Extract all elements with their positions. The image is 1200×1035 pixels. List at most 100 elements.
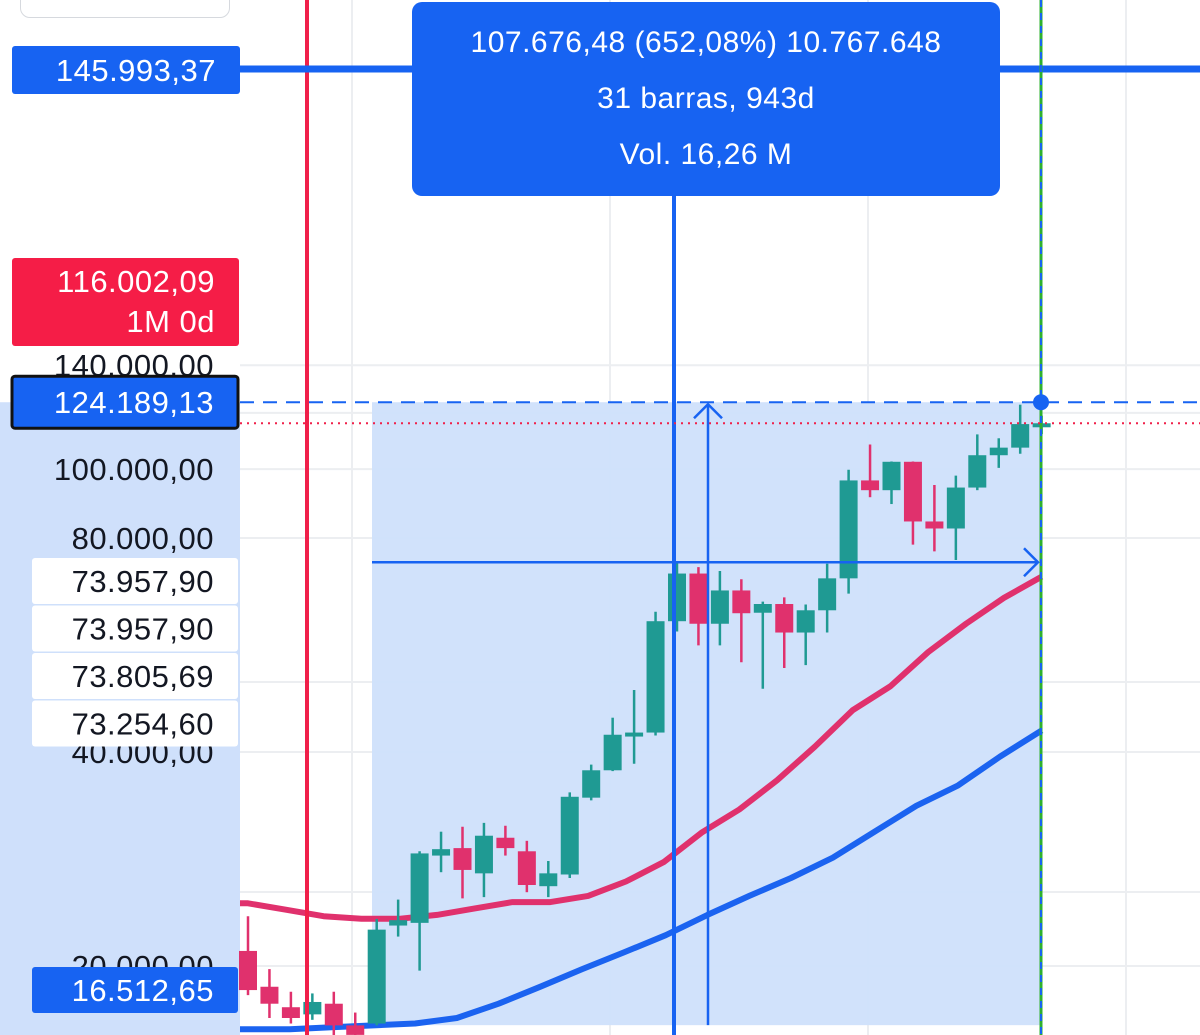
candle-up — [1011, 404, 1030, 454]
candle-body — [560, 796, 579, 875]
candle-up — [968, 434, 987, 491]
candle-body — [861, 480, 880, 491]
candle-body — [432, 849, 451, 856]
candle-up — [410, 851, 429, 971]
measure-bars-text: 31 barras, 943d — [597, 82, 815, 115]
tag-white-group: 73.957,90 — [32, 558, 238, 604]
candle-up — [796, 604, 815, 666]
candle-body — [732, 590, 751, 614]
candle-body — [925, 521, 944, 529]
candle-up — [539, 861, 558, 898]
candle-body — [239, 950, 257, 991]
candle-body — [710, 590, 729, 624]
tag-countdown: 1M 0d — [126, 304, 215, 339]
tag-dashed-target-bg — [10, 374, 240, 430]
candle-down — [861, 444, 880, 498]
candle-up — [710, 570, 729, 646]
tag-dashed-target: 124.189,13 — [54, 385, 214, 420]
top-toolbar-widget[interactable] — [20, 0, 230, 18]
candle-down — [732, 579, 751, 663]
tag-white-bg — [32, 700, 238, 747]
tag-top-blue-bg — [12, 46, 240, 94]
candle-body — [818, 578, 837, 611]
candle-body — [453, 848, 472, 870]
candle-body — [796, 610, 815, 633]
candle-body — [839, 480, 858, 579]
candle-down — [324, 991, 343, 1035]
candle-body — [625, 732, 644, 737]
candle-body — [410, 853, 429, 923]
price-axis-tick: 100.000,00 — [54, 452, 214, 487]
price-tags: 145.993,37 124.189,13 116.002,09 1M 0d 73.95… — [10, 46, 240, 1013]
candle-body — [646, 621, 665, 733]
candle-up — [989, 438, 1008, 468]
candle-up — [625, 689, 644, 764]
candle-body — [582, 770, 601, 798]
candle-down — [260, 969, 279, 1018]
candle-body — [389, 920, 408, 926]
candle-down — [689, 567, 708, 646]
candle-up — [432, 831, 451, 873]
tag-white-bg — [32, 558, 238, 604]
candle-body — [989, 447, 1008, 456]
candle-body — [324, 1003, 343, 1026]
candle-down — [453, 826, 472, 899]
tag-dashed-target-group: 124.189,13 — [10, 374, 240, 430]
candle-down — [281, 991, 300, 1024]
candle-up — [818, 563, 837, 633]
candle-body — [603, 734, 622, 771]
candle-body — [968, 455, 987, 488]
candle-down — [517, 840, 536, 893]
candle-up — [560, 792, 579, 878]
candle-body — [496, 837, 515, 849]
candle-down — [346, 1012, 365, 1035]
candle-up — [946, 475, 965, 560]
measure-volume-text: Vol. 16,26 M — [619, 138, 793, 171]
tag-top-blue-group: 145.993,37 — [12, 46, 240, 94]
ma-fast-line — [240, 573, 1044, 922]
tag-bottom-blue-bg — [32, 967, 238, 1013]
tag-bottom-blue: 16.512,65 — [72, 973, 214, 1008]
tag-white-bg — [32, 653, 238, 699]
candle-body — [775, 604, 794, 633]
candle-body — [946, 487, 965, 529]
tag-top-blue: 145.993,37 — [56, 53, 216, 88]
candle-body — [346, 1025, 365, 1035]
tag-white-label: 73.254,60 — [72, 707, 214, 742]
candle-body — [882, 461, 901, 491]
tag-white-group: 73.957,90 — [32, 605, 238, 652]
measure-selection-area — [372, 402, 1040, 1026]
tag-white-label: 73.957,90 — [72, 564, 214, 599]
measure-arrowhead-right — [1023, 547, 1040, 578]
candle-body — [539, 873, 558, 887]
candle-down — [775, 597, 794, 669]
ma-slow-line — [240, 727, 1044, 1033]
price-axis-tick: 80.000,00 — [72, 521, 214, 556]
candle-up — [839, 469, 858, 594]
moving-averages — [240, 573, 1044, 1033]
measure-change-text: 107.676,48 (652,08%) 10.767.648 — [470, 26, 942, 59]
candle-up — [882, 461, 901, 505]
tag-white-bg — [32, 605, 238, 652]
candle-body — [753, 604, 772, 613]
candle-up — [367, 918, 386, 1026]
candle-up — [474, 822, 493, 898]
tag-current-price-bg — [12, 258, 239, 346]
tag-white-group: 73.805,69 — [32, 653, 238, 699]
candle-down — [239, 916, 257, 996]
candle-body — [517, 851, 536, 885]
tag-white-label: 73.805,69 — [72, 659, 214, 694]
candle-body — [367, 929, 386, 1024]
candle-down — [496, 825, 515, 856]
tag-current-price-group: 116.002,09 1M 0d — [12, 258, 239, 346]
candle-up — [603, 717, 622, 772]
candle-up — [389, 899, 408, 937]
tag-current-price: 116.002,09 — [57, 264, 215, 299]
candle-down — [925, 484, 944, 552]
tag-white-group: 73.254,60 — [32, 700, 238, 747]
measure-tooltip: 107.676,48 (652,08%) 10.767.648 31 barra… — [412, 2, 1000, 196]
candle-body — [668, 573, 686, 622]
candle-up — [646, 611, 665, 736]
